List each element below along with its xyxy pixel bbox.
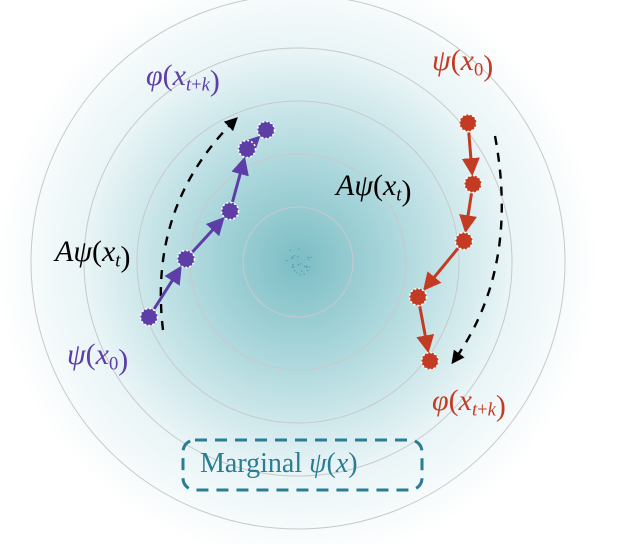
- trajectory-point: [410, 289, 427, 306]
- label-psi_x0_red: ψ(x0): [432, 44, 493, 82]
- trajectory-point: [258, 122, 275, 139]
- trajectory-point: [422, 353, 439, 370]
- trajectory-point: [178, 251, 195, 268]
- trajectory-point: [222, 203, 239, 220]
- label-marginal: Marginal ψ(x): [200, 448, 358, 479]
- trajectory-point: [465, 176, 482, 193]
- trajectory-point: [239, 141, 256, 158]
- trajectory-point: [456, 233, 473, 250]
- trajectory-point: [141, 309, 158, 326]
- diagram-canvas: φ(xt+k)ψ(x0)Aψ(xt)Aψ(xt)ψ(x0)φ(xt+k)Marg…: [0, 0, 626, 544]
- trajectory-point: [460, 115, 477, 132]
- label-psi_x0_purple: ψ(x0): [67, 338, 128, 376]
